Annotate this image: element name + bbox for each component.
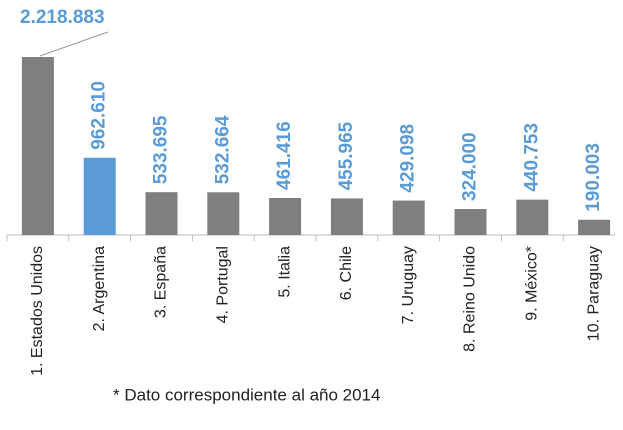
bar <box>269 197 302 235</box>
x-tick-label: 9. México* <box>524 246 541 321</box>
bar <box>578 219 611 235</box>
x-tick-label: 8. Reino Unido <box>462 246 479 352</box>
value-label: 962.610 <box>89 81 110 150</box>
footnote: * Dato correspondiente al año 2014 <box>113 385 380 404</box>
value-label: 2.218.883 <box>20 7 105 28</box>
x-tick-label: 5. Italia <box>276 246 293 298</box>
bar <box>145 192 178 235</box>
bar <box>21 57 54 235</box>
x-tick-label: 2. Argentina <box>91 246 108 332</box>
bar <box>207 192 240 235</box>
bar <box>454 209 487 235</box>
leader-line <box>39 31 109 57</box>
x-tick-label: 6. Chile <box>338 246 355 300</box>
x-tick-label: 3. España <box>153 246 170 318</box>
value-label: 190.003 <box>583 143 604 212</box>
x-tick-label: 10. Paraguay <box>585 246 602 341</box>
value-label: 533.695 <box>151 115 172 184</box>
bar <box>330 198 363 235</box>
x-tick-label: 4. Portugal <box>215 246 232 323</box>
value-label: 429.098 <box>398 124 419 193</box>
bar <box>392 200 425 235</box>
bar <box>516 199 549 235</box>
x-tick-label: 1. Estados Unidos <box>29 246 46 376</box>
x-tick-label: 7. Uruguay <box>400 246 417 324</box>
value-label: 455.965 <box>336 121 357 190</box>
bar <box>83 157 116 235</box>
value-label: 532.664 <box>212 115 233 184</box>
value-label: 324.000 <box>460 132 481 201</box>
value-label: 461.416 <box>274 121 295 190</box>
value-label: 440.753 <box>521 123 542 192</box>
